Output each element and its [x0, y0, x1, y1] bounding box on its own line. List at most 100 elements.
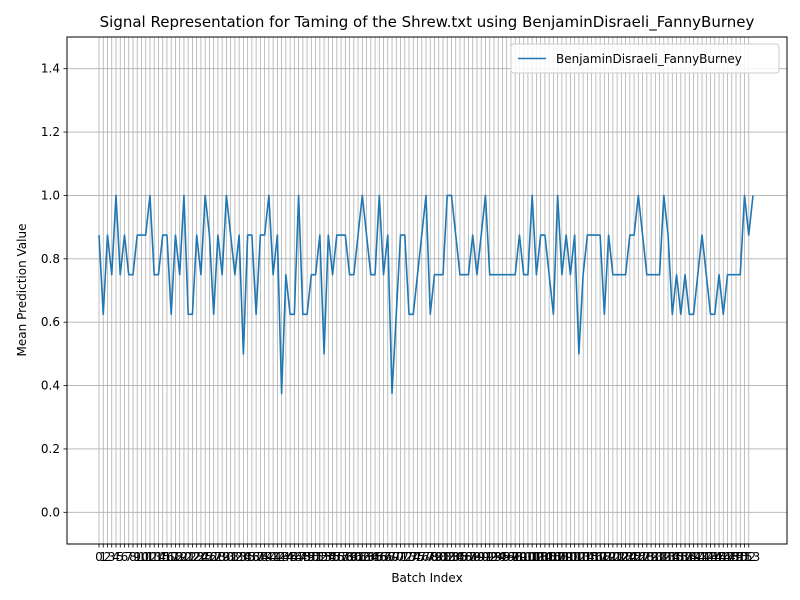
y-tick-label: 1.4 [41, 62, 60, 76]
x-tick-label: 65 [367, 550, 382, 564]
x-tick-label: 114 [572, 550, 595, 564]
x-tick-label: 37 [248, 550, 263, 564]
x-tick-label: 26 [202, 550, 217, 564]
x-tick-label: 148 [716, 550, 739, 564]
x-tick-label: 34 [236, 550, 251, 564]
x-tick-label: 130 [640, 550, 663, 564]
x-tick-label: 80 [431, 550, 446, 564]
chart-title: Signal Representation for Taming of the … [100, 13, 755, 32]
x-tick-label: 88 [465, 550, 480, 564]
x-tick-label: 97 [503, 550, 518, 564]
x-tick-label: 67 [376, 550, 391, 564]
y-tick-label: 1.2 [41, 125, 60, 139]
x-tick-label: 150 [725, 550, 748, 564]
x-tick-label: 123 [610, 550, 633, 564]
x-tick-label: 41 [265, 550, 280, 564]
legend: BenjaminDisraeli_FannyBurney [510, 43, 780, 74]
x-tick-label: 134 [657, 550, 680, 564]
x-tick-label: 56 [329, 550, 344, 564]
x-tick-label: 153 [737, 550, 760, 564]
x-tick-label: 131 [644, 550, 667, 564]
x-tick-label: 17 [164, 550, 179, 564]
legend-box [510, 43, 780, 74]
x-tick-label: 106 [538, 550, 561, 564]
x-tick-label: 35 [240, 550, 255, 564]
x-tick-label: 10 [134, 550, 149, 564]
x-tick-label: 151 [729, 550, 752, 564]
x-tick-label: 82 [440, 550, 455, 564]
x-tick-label: 51 [308, 550, 323, 564]
x-tick-label: 12 [142, 550, 157, 564]
x-tick-label: 36 [244, 550, 259, 564]
x-tick-label: 139 [678, 550, 701, 564]
x-tick-label: 110 [555, 550, 578, 564]
x-tick-label: 22 [185, 550, 200, 564]
x-tick-label: 115 [576, 550, 599, 564]
x-tick-label: 101 [516, 550, 539, 564]
x-tick-label: 98 [508, 550, 523, 564]
x-tick-label: 81 [435, 550, 450, 564]
x-tick-label: 33 [232, 550, 247, 564]
x-tick-label: 49 [299, 550, 314, 564]
x-tick-label: 45 [282, 550, 297, 564]
x-tick-label: 18 [168, 550, 183, 564]
x-tick-label: 72 [397, 550, 412, 564]
x-tick-label: 96 [499, 550, 514, 564]
x-tick-label: 135 [661, 550, 684, 564]
y-tick-label: 0.8 [41, 252, 60, 266]
x-tick-label: 136 [665, 550, 688, 564]
x-tick-label: 120 [597, 550, 620, 564]
x-tick-label: 11 [138, 550, 153, 564]
x-tick-label: 85 [452, 550, 467, 564]
x-tick-label: 15 [155, 550, 170, 564]
x-tick-label: 31 [223, 550, 238, 564]
x-tick-label: 112 [563, 550, 586, 564]
plot-frame [66, 36, 788, 545]
x-tick-label: 121 [601, 550, 624, 564]
x-tick-label: 21 [181, 550, 196, 564]
x-tick-label: 14 [151, 550, 166, 564]
x-tick-label: 94 [491, 550, 506, 564]
x-tick-label: 13 [147, 550, 162, 564]
x-tick-label: 100 [512, 550, 535, 564]
x-tick-label: 79 [427, 550, 442, 564]
x-tick-label: 146 [708, 550, 731, 564]
x-tick-label: 61 [350, 550, 365, 564]
x-tick-label: 54 [321, 550, 336, 564]
x-tick-label: 125 [618, 550, 641, 564]
x-tick-label: 23 [189, 550, 204, 564]
x-tick-label: 103 [525, 550, 548, 564]
x-tick-label: 16 [159, 550, 174, 564]
x-tick-label: 128 [631, 550, 654, 564]
x-tick-label: 32 [227, 550, 242, 564]
x-tick-label: 102 [521, 550, 544, 564]
x-tick-label: 75 [410, 550, 425, 564]
x-tick-label: 9 [133, 550, 141, 564]
x-tick-label: 63 [359, 550, 374, 564]
x-tick-label: 124 [614, 550, 637, 564]
x-tick-label: 133 [652, 550, 675, 564]
x-tick-label: 132 [648, 550, 671, 564]
x-tick-label: 140 [682, 550, 705, 564]
x-tick-label: 117 [584, 550, 607, 564]
x-tick-label: 4 [112, 550, 120, 564]
x-tick-label: 89 [469, 550, 484, 564]
x-tick-label: 60 [346, 550, 361, 564]
x-tick-label: 0 [95, 550, 103, 564]
x-tick-label: 119 [593, 550, 616, 564]
x-tick-label: 108 [546, 550, 569, 564]
x-tick-label: 69 [384, 550, 399, 564]
x-tick-label: 111 [559, 550, 582, 564]
y-tick-label: 0.4 [41, 379, 60, 393]
x-tick-label: 113 [567, 550, 590, 564]
x-tick-label: 76 [414, 550, 429, 564]
x-tick-label: 25 [198, 550, 213, 564]
x-tick-label: 105 [533, 550, 556, 564]
x-tick-label: 92 [482, 550, 497, 564]
x-tick-label: 66 [372, 550, 387, 564]
x-tick-label: 39 [257, 550, 272, 564]
x-tick-label: 24 [193, 550, 208, 564]
x-tick-label: 149 [720, 550, 743, 564]
x-tick-label: 52 [312, 550, 327, 564]
